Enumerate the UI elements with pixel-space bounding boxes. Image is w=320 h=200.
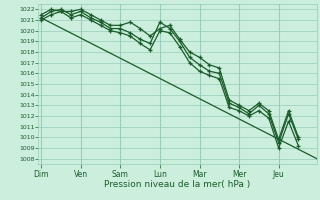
X-axis label: Pression niveau de la mer( hPa ): Pression niveau de la mer( hPa ) (104, 180, 251, 189)
